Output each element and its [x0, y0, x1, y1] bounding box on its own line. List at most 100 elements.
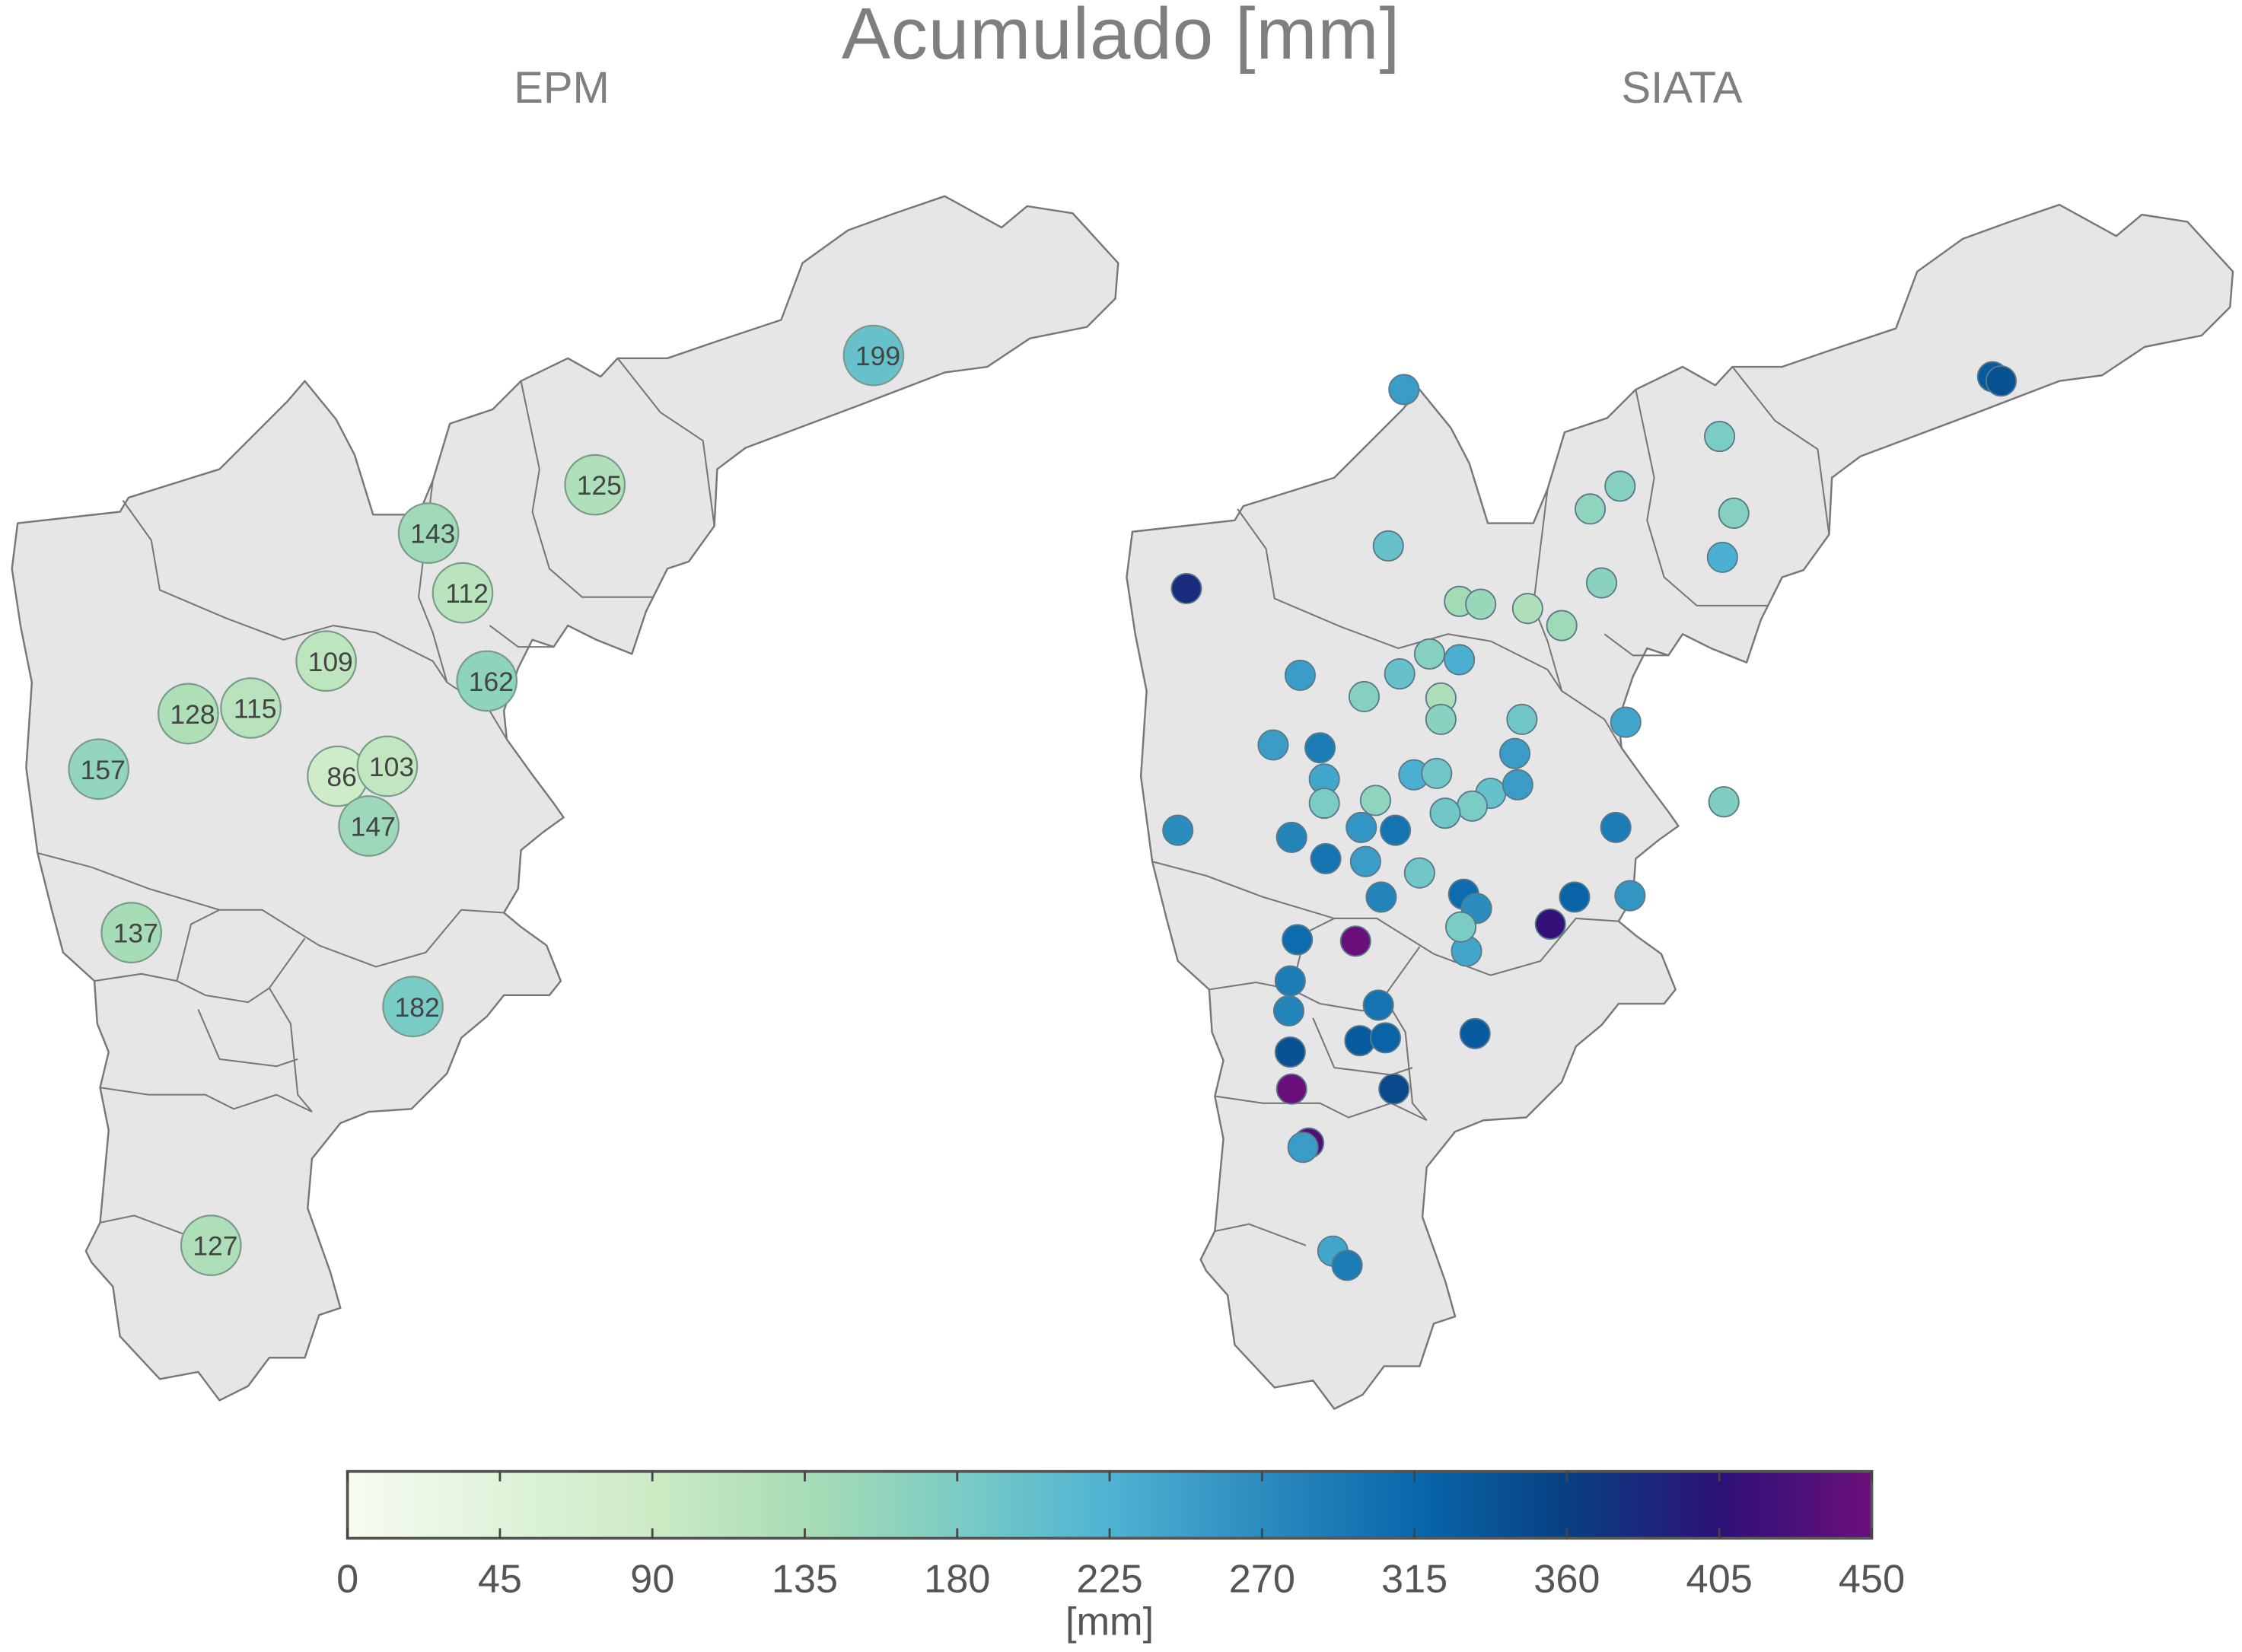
epm-station-label: 109: [308, 647, 353, 677]
epm-station-label: 86: [326, 762, 356, 792]
siata-station-marker: [1304, 732, 1336, 764]
siata-station-marker: [1704, 421, 1736, 453]
colorbar-tick-label: 405: [1686, 1558, 1753, 1602]
colorbar-label: [mm]: [1065, 1600, 1154, 1644]
epm-station-marker: [842, 324, 905, 387]
siata-station-marker: [1372, 530, 1404, 562]
siata-station-marker: [1708, 786, 1740, 818]
siata-station-marker: [1287, 1132, 1319, 1163]
epm-station-marker: [180, 1214, 242, 1277]
map-panel-siata: [1126, 203, 2234, 1410]
siata-station-marker: [1380, 814, 1412, 846]
siata-station-marker: [1362, 989, 1394, 1021]
siata-station-marker: [1718, 497, 1750, 530]
siata-station-marker: [1585, 567, 1618, 599]
siata-station-marker: [1275, 1073, 1307, 1105]
siata-station-marker: [1459, 1017, 1491, 1049]
sub-basin-boundary: [418, 480, 508, 740]
siata-station-marker: [1456, 790, 1489, 822]
siata-station-marker: [1706, 541, 1738, 573]
siata-station-marker: [1331, 1249, 1363, 1281]
siata-station-marker: [1339, 925, 1371, 957]
siata-station-marker: [1600, 811, 1632, 843]
basin-map-epm: [11, 195, 1119, 1402]
epm-station-marker: [432, 562, 494, 624]
sub-basin-boundary: [1312, 1017, 1413, 1076]
siata-station-marker: [1403, 857, 1435, 889]
sub-basin-boundary: [489, 625, 554, 648]
epm-station-label: 199: [855, 341, 900, 371]
siata-station-marker: [1421, 757, 1453, 789]
siata-station-marker: [1257, 729, 1289, 761]
siata-station-marker: [1502, 769, 1533, 801]
colorbar-tick-label: 360: [1533, 1558, 1600, 1602]
map-panel-epm: 199 125 143 112 109 162 128 115 157 86 103 147 137 18…: [11, 195, 1119, 1402]
epm-station-label: 125: [577, 470, 622, 501]
siata-station-marker: [1444, 644, 1476, 676]
sub-basin-boundary: [268, 987, 313, 1112]
epm-station-label: 103: [369, 752, 414, 782]
siata-station-marker: [1275, 821, 1307, 853]
sub-basin-boundary: [1532, 489, 1623, 749]
sub-basin-boundary: [1603, 633, 1669, 657]
siata-station-marker: [1546, 610, 1578, 641]
sub-basin-boundary: [520, 380, 654, 598]
sub-basin-boundary: [1215, 1095, 1428, 1122]
siata-station-marker: [1349, 845, 1381, 877]
epm-station-label: 137: [113, 918, 158, 949]
siata-station-marker: [1511, 593, 1543, 625]
epm-station-label: 112: [445, 578, 489, 609]
siata-station-marker: [1498, 737, 1531, 769]
epm-station-marker: [397, 502, 460, 564]
epm-station-marker: [338, 795, 400, 857]
colorbar-tick-label: 90: [630, 1558, 674, 1602]
colorbar-tick-label: 180: [924, 1558, 990, 1602]
siata-station-marker: [1534, 908, 1566, 940]
colorbar-tick-label: 270: [1229, 1558, 1295, 1602]
siata-station-marker: [1346, 811, 1377, 843]
epm-station-label: 128: [170, 699, 215, 730]
sub-basin-boundary: [122, 500, 448, 683]
epm-station-marker: [158, 683, 219, 745]
sub-basin-boundary: [197, 1009, 298, 1068]
basin-map-siata: [1126, 203, 2234, 1410]
colorbar-tick-label: 0: [336, 1558, 358, 1602]
epm-station-label: 147: [351, 812, 396, 842]
basin-outline: [11, 195, 1119, 1402]
siata-station-marker: [1614, 880, 1646, 912]
siata-station-marker: [1308, 788, 1340, 820]
siata-station-marker: [1348, 680, 1381, 713]
siata-station-marker: [1274, 1036, 1306, 1068]
epm-station-marker: [382, 976, 444, 1038]
epm-station-marker: [68, 738, 130, 801]
panel-title-siata: SIATA: [1621, 63, 1743, 113]
colorbar-tick-label: 315: [1381, 1558, 1447, 1602]
epm-station-label: 127: [193, 1231, 237, 1262]
colorbar-tick-label: 225: [1076, 1558, 1142, 1602]
epm-station-label: 182: [395, 992, 440, 1023]
siata-station-marker: [1506, 703, 1538, 735]
colorbar-gradient: [346, 1469, 1874, 1540]
siata-station-marker: [1369, 1022, 1402, 1054]
epm-station-marker: [356, 735, 419, 797]
siata-station-marker: [1413, 638, 1445, 670]
epm-station-label: 157: [81, 755, 126, 785]
siata-station-marker: [1384, 658, 1416, 690]
siata-station-marker: [1604, 470, 1636, 502]
sub-basin-boundary: [100, 1214, 192, 1238]
sub-basin-boundary: [1383, 996, 1428, 1121]
sub-basin-boundary: [176, 937, 306, 1004]
siata-station-marker: [1574, 493, 1607, 525]
siata-station-marker: [1425, 703, 1457, 735]
epm-station-marker: [564, 454, 626, 516]
siata-station-marker: [1444, 911, 1477, 943]
colorbar-tick-label: 135: [772, 1558, 838, 1602]
sub-basin-boundary: [37, 852, 505, 968]
siata-station-marker: [1274, 965, 1306, 997]
siata-station-marker: [1378, 1073, 1410, 1105]
sub-basin-boundary: [1731, 366, 1830, 535]
colorbar-tick-label: 450: [1839, 1558, 1905, 1602]
sub-basin-boundary: [1291, 946, 1421, 1012]
panel-title-epm: EPM: [514, 63, 610, 113]
